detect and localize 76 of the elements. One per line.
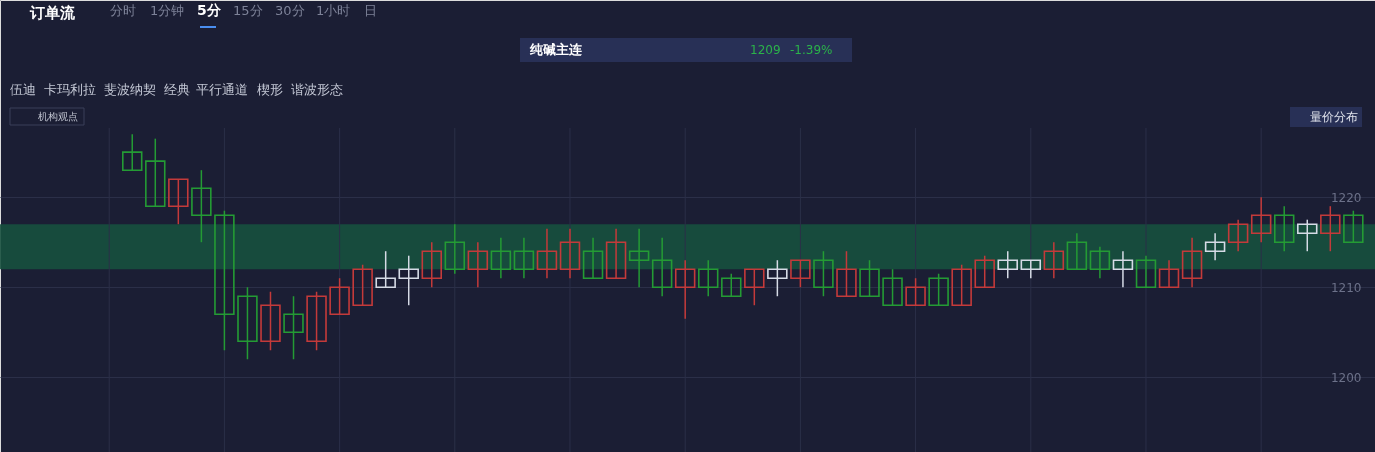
annotation: -1.39% (790, 43, 833, 57)
candlestick (1343, 209, 1364, 244)
candlestick (1181, 236, 1203, 288)
candlestick (697, 259, 719, 297)
y-tick-label: 1200 (1330, 370, 1362, 385)
candlestick (1020, 259, 1042, 279)
candlestick (1135, 254, 1157, 289)
annotation: 经典 (164, 82, 190, 97)
candlestick (1089, 245, 1111, 279)
candlestick (836, 250, 857, 298)
candlestick (352, 263, 373, 307)
candlestick (191, 169, 212, 243)
annotation: 楔形 (257, 82, 283, 97)
candlestick (490, 236, 512, 279)
candlestick (674, 259, 696, 320)
candlestick (882, 268, 903, 307)
candlestick (813, 250, 834, 297)
annotation: 量价分布 (1310, 110, 1358, 124)
annotation: 谐波形态 (291, 82, 343, 97)
candlestick (767, 259, 788, 297)
annotation: 15分 (233, 3, 263, 18)
candlestick (721, 272, 742, 298)
candlestick (905, 277, 926, 307)
candlestick (951, 263, 972, 307)
candlestick (1158, 259, 1180, 289)
annotation: 卡玛利拉 (44, 82, 96, 97)
candlestick (582, 236, 604, 280)
candlestick (398, 254, 419, 306)
candlestick (1043, 241, 1065, 279)
chart-title: 订单流 (29, 4, 76, 22)
candlestick (145, 137, 166, 207)
candlestick (628, 227, 650, 288)
candlestick (974, 254, 995, 289)
candlestick (651, 236, 673, 297)
candlestick (536, 227, 558, 279)
annotation: 1小时 (316, 3, 351, 18)
annotation: 30分 (275, 3, 305, 18)
annotation: 分时 (110, 3, 136, 18)
candlestick (1112, 250, 1134, 288)
candlestick (1273, 205, 1295, 252)
candlestick (1320, 205, 1341, 252)
candlestick (997, 250, 1018, 279)
annotation: 平行通道 (196, 82, 248, 97)
candlestick (928, 272, 949, 307)
candlestick (1066, 232, 1088, 271)
candlestick (559, 227, 581, 279)
annotation: 伍迪 (10, 82, 36, 97)
annotation: 5分 (197, 2, 222, 18)
candlestick (744, 268, 765, 306)
annotation: 机构观点 (38, 111, 78, 122)
annotation: 日 (364, 3, 377, 18)
y-tick-label: 1220 (1330, 190, 1362, 205)
candlestick (421, 241, 443, 288)
candlestick (513, 236, 535, 279)
candlestick (260, 290, 281, 351)
annotation: 斐波纳契 (104, 82, 156, 97)
candlestick (605, 227, 627, 280)
y-tick-label: 1210 (1330, 280, 1362, 295)
annotation: 1209 (750, 43, 781, 57)
candlestick (306, 290, 327, 351)
candlestick (168, 178, 189, 225)
candlestick (329, 277, 350, 316)
candlestick (283, 295, 304, 361)
candlestick (375, 250, 396, 289)
candlestick (790, 259, 811, 288)
candlestick (467, 241, 489, 288)
candlestick (1250, 196, 1272, 243)
candlestick (1204, 232, 1226, 261)
text: 纯碱主连 (529, 42, 583, 57)
candlestick (122, 133, 143, 171)
candlestick (1227, 218, 1249, 252)
candlestick (1297, 218, 1318, 252)
candlestick (859, 259, 880, 298)
candlestick (237, 286, 258, 361)
candlestick (444, 223, 466, 275)
annotation: 1分钟 (150, 3, 185, 18)
